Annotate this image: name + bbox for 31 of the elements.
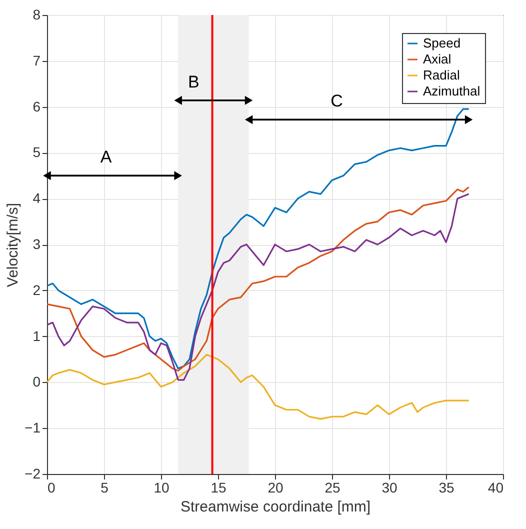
y-axis-title: Velocity[m/s]	[4, 202, 22, 288]
legend-label: Speed	[423, 36, 461, 50]
x-tick-label: 5	[100, 480, 109, 496]
x-tick-label: 15	[210, 480, 226, 496]
legend-label: Azimuthal	[423, 84, 480, 98]
x-tick-label: 30	[382, 480, 398, 496]
y-tick-label: 5	[32, 144, 41, 160]
x-tick-label: 25	[324, 480, 340, 496]
annotation: B	[188, 72, 200, 92]
y-tick-label: 3	[32, 236, 41, 252]
x-axis-title: Streamwise coordinate [mm]	[180, 498, 371, 516]
y-tick-label: 0	[32, 374, 41, 390]
y-tick-label: −1	[24, 420, 41, 436]
x-tick-label: 35	[438, 480, 454, 496]
y-tick-label: 1	[32, 328, 41, 344]
x-tick-label: 40	[488, 480, 504, 496]
legend-label: Radial	[423, 68, 460, 82]
y-tick-label: 4	[32, 190, 41, 206]
y-tick-label: 8	[32, 6, 41, 22]
annotation: A	[100, 148, 112, 167]
y-tick-label: −2	[24, 466, 41, 482]
legend-label: Axial	[423, 52, 452, 66]
line-series	[46, 108, 470, 370]
y-tick-label: 7	[32, 52, 41, 68]
x-tick-label: 10	[154, 480, 170, 496]
y-tick-label: 6	[32, 98, 41, 114]
annotation: C	[330, 92, 343, 111]
y-tick-label: 2	[32, 282, 41, 298]
x-tick-label: 0	[48, 480, 56, 496]
line-series	[46, 354, 470, 420]
x-tick-label: 20	[268, 480, 284, 496]
